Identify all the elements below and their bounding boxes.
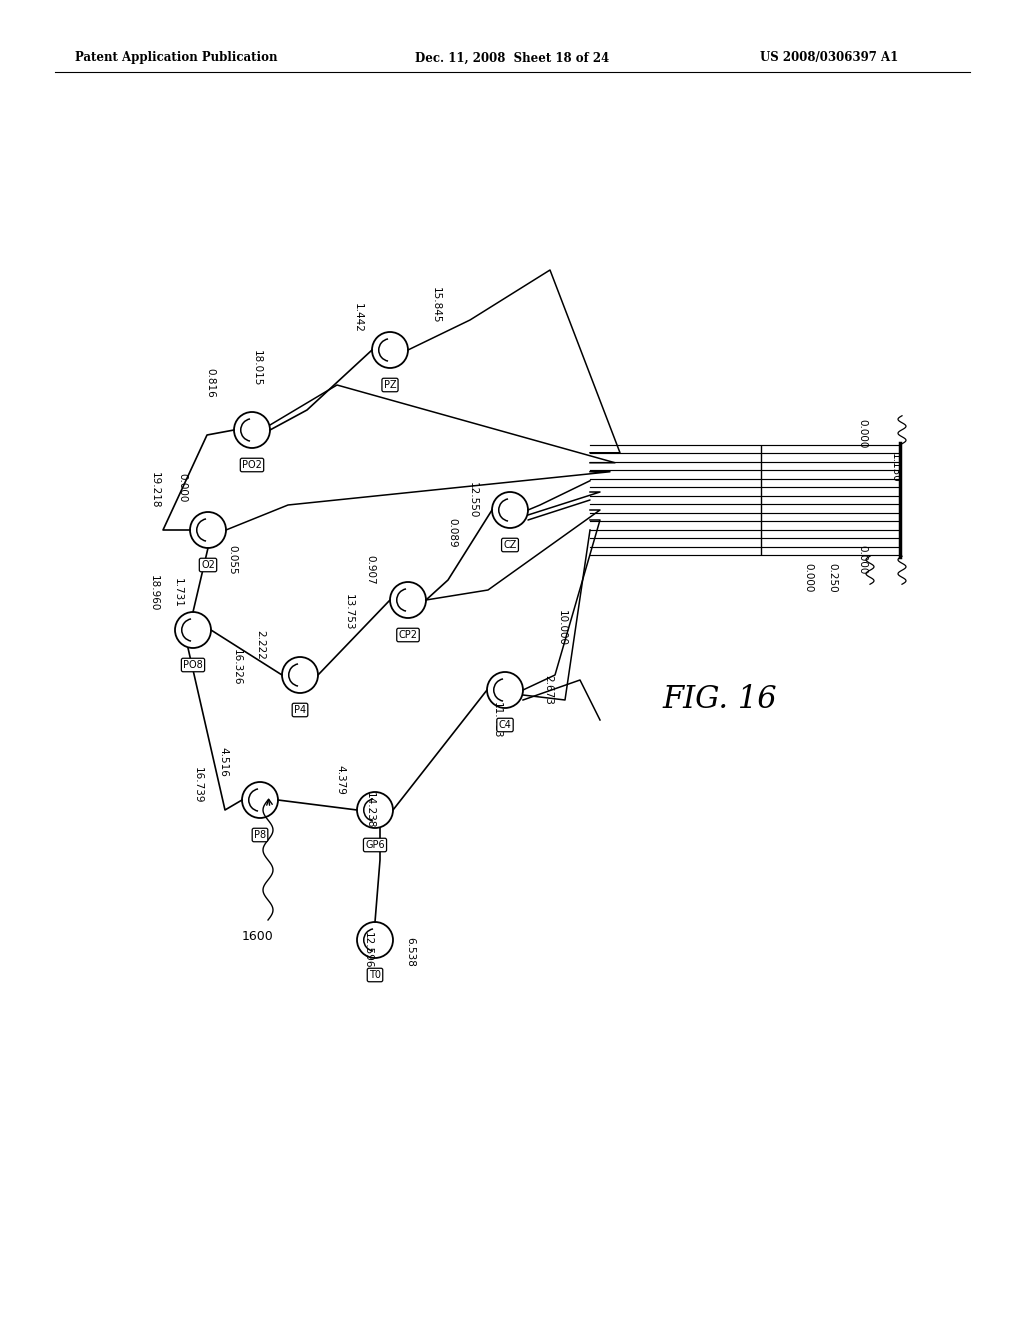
Text: CZ: CZ — [504, 540, 517, 550]
Text: 1600: 1600 — [242, 931, 273, 942]
Text: 2.673: 2.673 — [543, 675, 553, 705]
Text: 11.413: 11.413 — [492, 702, 502, 738]
Text: Patent Application Publication: Patent Application Publication — [75, 51, 278, 65]
Text: C4: C4 — [499, 719, 511, 730]
Text: P4: P4 — [294, 705, 306, 715]
Text: 16.326: 16.326 — [232, 648, 242, 685]
Text: FIG. 16: FIG. 16 — [663, 685, 777, 715]
Text: 0.000: 0.000 — [857, 420, 867, 449]
Text: P8: P8 — [254, 830, 266, 840]
Text: Dec. 11, 2008  Sheet 18 of 24: Dec. 11, 2008 Sheet 18 of 24 — [415, 51, 609, 65]
Text: 4.379: 4.379 — [335, 766, 345, 795]
Text: 10.000: 10.000 — [557, 610, 567, 645]
Text: 2.222: 2.222 — [255, 630, 265, 660]
Text: CP2: CP2 — [398, 630, 418, 640]
Text: 18.960: 18.960 — [150, 574, 159, 611]
Text: 13.753: 13.753 — [344, 594, 354, 630]
Text: PO8: PO8 — [183, 660, 203, 671]
Text: 0.055: 0.055 — [227, 545, 237, 574]
Text: PZ: PZ — [384, 380, 396, 389]
Text: 1.130: 1.130 — [890, 453, 900, 483]
Text: 12.550: 12.550 — [468, 482, 478, 519]
Text: 19.218: 19.218 — [150, 471, 160, 508]
Text: 1.731: 1.731 — [173, 578, 183, 609]
Text: US 2008/0306397 A1: US 2008/0306397 A1 — [760, 51, 898, 65]
Text: 0.907: 0.907 — [365, 556, 375, 585]
Text: GP6: GP6 — [366, 840, 385, 850]
Text: 0.000: 0.000 — [857, 545, 867, 574]
Text: T0: T0 — [369, 970, 381, 979]
Text: 0.816: 0.816 — [205, 368, 215, 397]
Text: 4.516: 4.516 — [218, 747, 228, 777]
Text: 0.000: 0.000 — [177, 474, 187, 503]
Text: 12.596: 12.596 — [362, 932, 373, 969]
Text: PO2: PO2 — [242, 459, 262, 470]
Text: 0.089: 0.089 — [447, 519, 457, 548]
Text: 0.000: 0.000 — [803, 564, 813, 593]
Text: 0.250: 0.250 — [827, 564, 837, 593]
Text: 1.442: 1.442 — [353, 304, 362, 333]
Text: 14.238: 14.238 — [365, 792, 375, 828]
Text: 6.538: 6.538 — [406, 937, 415, 968]
Text: 18.015: 18.015 — [252, 350, 262, 387]
Text: O2: O2 — [201, 560, 215, 570]
Text: 16.739: 16.739 — [193, 767, 203, 804]
Text: 15.845: 15.845 — [431, 286, 441, 323]
